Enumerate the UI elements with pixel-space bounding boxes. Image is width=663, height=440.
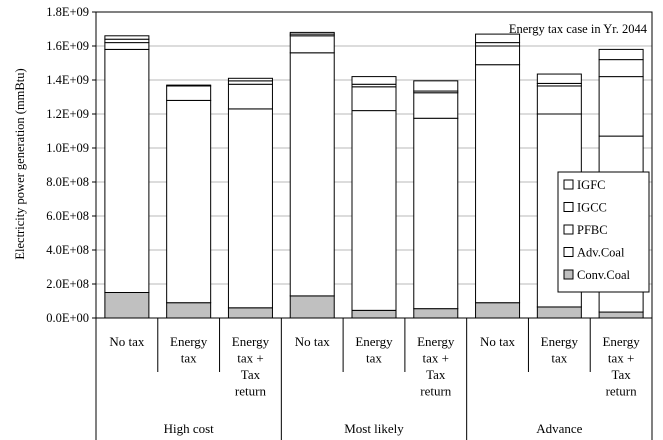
legend-swatch [563,224,574,235]
bar-igfc [536,73,582,84]
chart-annotation: Energy tax case in Yr. 2044 [509,22,648,36]
bar-igfc [289,31,335,35]
bar-pfbc [598,76,644,137]
y-ticks: 0.0E+00 2.0E+08 4.0E+08 6.0E+08 8.0E+08 1.0E+… [46,5,96,325]
bar-conv-coal [351,309,397,319]
bar-pfbc [536,85,582,115]
y-tick-label: 1.8E+09 [46,5,89,19]
bar-igfc [475,33,521,44]
plot-frame [95,11,653,319]
category-label: Energy tax + Tax return [417,334,455,399]
category-label: No tax [295,334,331,349]
y-tick-label: 8.0E+08 [46,175,89,189]
bar-igcc [104,38,150,44]
legend-swatch [563,202,574,212]
bar-pfbc [166,85,212,101]
axes [95,11,653,319]
bar-igcc [598,59,644,78]
bar-igfc [104,35,150,40]
group-label: High cost [164,421,215,436]
bar-conv-coal [166,302,212,319]
category-label: No tax [109,334,145,349]
y-tick-label: 0.0E+00 [46,311,89,325]
y-tick-label: 6.0E+08 [46,209,89,223]
bar-conv-coal [598,311,644,319]
y-tick-label: 2.0E+08 [46,277,89,291]
legend-swatch [563,179,574,190]
bar-adv-coal [289,52,335,297]
bar-pfbc [227,83,273,110]
bar-adv-coal [475,64,521,304]
bar-conv-coal [475,302,521,319]
bar-conv-coal [536,306,582,319]
legend-label: PFBC [577,223,608,237]
category-label: Energy tax + Tax return [602,334,640,399]
legend-swatch [563,269,574,280]
bar-igfc [351,76,397,85]
bar-adv-coal [166,99,212,304]
y-tick-label: 1.2E+09 [46,107,89,121]
bar-conv-coal [227,307,273,319]
bar-adv-coal [413,117,459,310]
bar-pfbc [289,35,335,54]
bar-igfc [598,48,644,61]
bar-conv-coal [104,292,150,319]
group-label: Advance [536,421,582,436]
bar-conv-coal [413,308,459,319]
bar-adv-coal [351,110,397,311]
bar-pfbc [351,86,397,112]
legend: IGFC IGCC PFBC Adv.Coal Conv.Coal [557,171,650,293]
category-label: Energy tax [170,334,208,366]
legend-label: Conv.Coal [577,268,631,282]
y-tick-label: 1.4E+09 [46,73,89,87]
bar-igcc [166,84,212,87]
bar-pfbc [104,42,150,50]
category-label: Energy tax [541,334,579,366]
bar-igfc [413,80,459,92]
bar-igfc [227,77,273,82]
y-axis-label: Electricity power generation (mmBtu) [13,68,27,259]
bar-pfbc [413,92,459,119]
category-label: Energy tax [355,334,393,366]
category-label: No tax [480,334,516,349]
category-label: Energy tax + Tax return [232,334,270,399]
bar-conv-coal [289,295,335,319]
bar-pfbc [475,45,521,66]
bar-adv-coal [227,108,273,309]
group-label: Most likely [344,421,404,436]
y-tick-label: 1.0E+09 [46,141,89,155]
bar-igcc [475,42,521,47]
legend-label: Adv.Coal [577,246,625,260]
y-tick-label: 4.0E+08 [46,243,89,257]
legend-label: IGCC [577,201,607,215]
legend-label: IGFC [577,178,605,192]
y-tick-label: 1.6E+09 [46,39,89,53]
category-labels: No tax Energy tax Energy tax + Tax return High … [95,318,653,440]
bar-adv-coal [104,48,150,294]
bar-igcc [227,80,273,85]
legend-swatch [563,247,574,257]
